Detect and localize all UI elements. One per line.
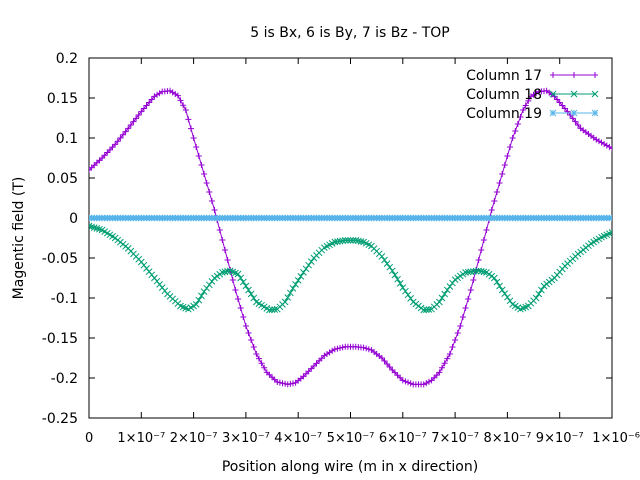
series-layer xyxy=(89,87,612,388)
y-tick-label: 0.2 xyxy=(56,51,78,67)
series-2 xyxy=(89,222,612,314)
x-axis: 0 1×10⁻⁷ 2×10⁻⁷ 3×10⁻⁷ 4×10⁻⁷ 5×10⁻⁷ 6×10⁻⁷ 7×1… xyxy=(85,58,640,446)
legend-label: Column 17 xyxy=(466,68,542,84)
x-tick-label: 6×10⁻⁷ xyxy=(379,431,427,446)
y-tick-label: -0.05 xyxy=(42,251,78,267)
x-tick-label: 0 xyxy=(85,431,93,446)
y-tick-label: 0 xyxy=(69,211,78,227)
y-tick-label: -0.25 xyxy=(42,411,78,427)
legend-label: Column 18 xyxy=(466,87,542,103)
series-markers xyxy=(89,87,612,388)
series-3 xyxy=(89,214,612,222)
x-tick-label: 9×10⁻⁷ xyxy=(536,431,584,446)
series-markers xyxy=(89,214,612,222)
y-tick-label: 0.1 xyxy=(56,131,78,147)
chart-title: 5 is Bx, 6 is By, 7 is Bz - TOP xyxy=(250,25,449,41)
x-tick-label: 8×10⁻⁷ xyxy=(484,431,532,446)
y-tick-label: 0.05 xyxy=(47,171,78,187)
x-tick-label: 2×10⁻⁷ xyxy=(170,431,218,446)
x-axis-label: Position along wire (m in x direction) xyxy=(222,459,478,475)
x-tick-label: 7×10⁻⁷ xyxy=(431,431,479,446)
x-tick-label: 3×10⁻⁷ xyxy=(222,431,270,446)
series-markers xyxy=(89,222,612,314)
y-axis-label: Magentic field (T) xyxy=(11,177,27,300)
y-tick-label: -0.1 xyxy=(51,291,78,307)
legend: Column 17 Column 18 Column 19 xyxy=(466,68,599,122)
legend-label: Column 19 xyxy=(466,106,542,122)
x-tick-label: 4×10⁻⁷ xyxy=(274,431,322,446)
y-tick-label: 0.15 xyxy=(47,91,78,107)
y-axis: 0.2 0.15 0.1 0.05 0 -0.05 -0.1 -0.15 -0.2 -0.25 xyxy=(42,51,612,427)
y-tick-label: -0.2 xyxy=(51,371,78,387)
y-tick-label: -0.15 xyxy=(42,331,78,347)
x-tick-label: 1×10⁻⁶ xyxy=(592,431,640,446)
series-line xyxy=(89,225,612,311)
series-1 xyxy=(89,87,612,388)
x-tick-label: 1×10⁻⁷ xyxy=(117,431,165,446)
x-tick-label: 5×10⁻⁷ xyxy=(327,431,375,446)
